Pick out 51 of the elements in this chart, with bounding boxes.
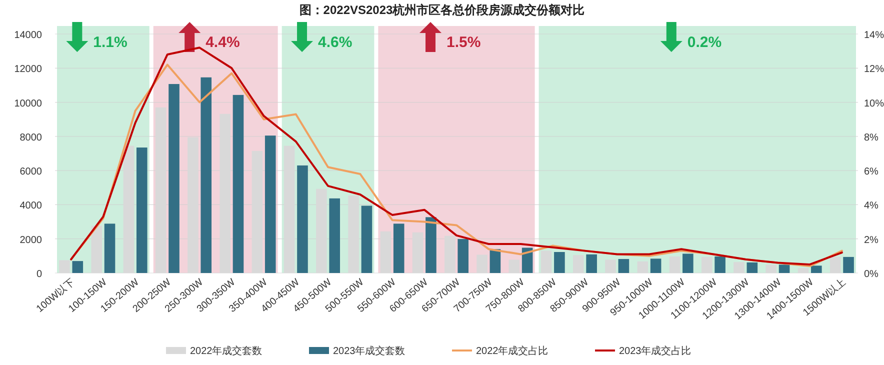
bar [714,256,726,273]
band-label: 4.4% [206,34,240,51]
legend-label: 2023年成交占比 [619,345,692,357]
bar [811,266,822,273]
bar [778,264,790,273]
bar [746,262,758,273]
bar [618,259,630,273]
y-tick-label: 8000 [20,132,42,144]
legend-label: 2022年成交套数 [190,345,262,357]
legend-label: 2023年成交套数 [333,345,406,357]
y-tick-label: 12000 [14,64,42,76]
bar [458,239,468,273]
bar [843,256,854,273]
y-tick-label: 0 [36,269,42,280]
bar [522,248,533,273]
y2-tick-label: 4% [864,200,879,212]
y2-tick-label: 10% [864,98,884,110]
bar [297,165,308,273]
bar [554,252,565,273]
bar [586,254,597,273]
y2-tick-label: 8% [864,132,879,144]
band-label: 4.6% [318,34,352,51]
y-tick-label: 10000 [14,98,42,110]
y-tick-label: 14000 [14,30,42,41]
bar [168,84,180,273]
bar [136,148,148,273]
y-tick-label: 2000 [20,234,42,246]
bar [72,261,84,273]
y2-tick-label: 12% [864,64,884,76]
band-label: 1.1% [93,34,128,51]
y2-tick-label: 2% [864,234,879,246]
bar [426,217,436,273]
y2-tick-label: 0% [864,269,879,280]
bar [329,198,340,273]
band-label: 1.5% [446,34,481,51]
legend-label: 2022年成交占比 [476,345,548,357]
bar [200,77,212,273]
y2-tick-label: 6% [864,166,879,178]
bar [682,254,694,273]
bar [361,206,372,273]
bar [232,94,244,273]
bar [650,258,662,273]
y2-tick-label: 14% [864,30,884,41]
y-tick-label: 6000 [20,166,42,178]
bar [104,224,116,273]
bar [393,224,404,273]
bar [490,249,501,273]
bar [264,136,276,273]
y-tick-label: 4000 [20,200,42,212]
band-label: 0.2% [687,34,722,51]
chart-title: 图：2022VS2023杭州市区各总价段房源成交份额对比 [299,3,585,17]
